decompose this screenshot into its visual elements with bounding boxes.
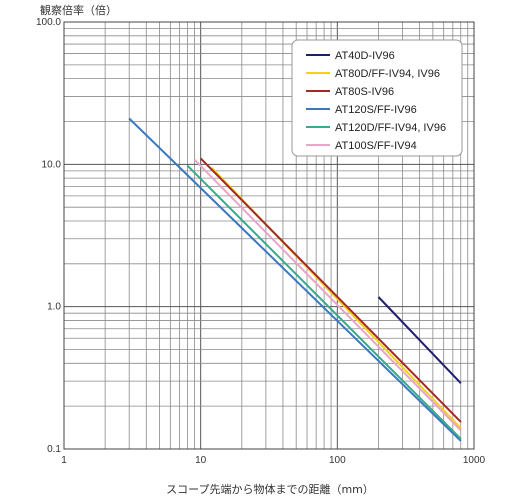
legend-label: AT80S-IV96 bbox=[335, 86, 394, 98]
y-tick-label: 10.0 bbox=[42, 159, 62, 170]
y-axis-title: 観察倍率（倍） bbox=[40, 3, 117, 17]
grid bbox=[63, 22, 474, 450]
x-tick-label: 1 bbox=[61, 455, 67, 466]
legend-label: AT120S/FF-IV96 bbox=[335, 104, 417, 116]
series-line bbox=[377, 296, 462, 384]
series-line bbox=[186, 164, 462, 440]
legend-label: AT40D-IV96 bbox=[335, 50, 395, 62]
plot-frame bbox=[63, 21, 475, 450]
x-tick-label: 10 bbox=[195, 455, 207, 466]
legend-box bbox=[291, 39, 463, 157]
y-tick-label: 0.1 bbox=[47, 444, 61, 455]
y-tick-label: 100.0 bbox=[36, 17, 61, 28]
y-tick-labels: 0.1 1.0 10.0 100.0 bbox=[36, 17, 61, 455]
series-line bbox=[199, 157, 462, 423]
x-tick-label: 100 bbox=[329, 455, 346, 466]
series-layer bbox=[128, 117, 462, 442]
legend-label: AT120D/FF-IV94, IV96 bbox=[335, 122, 446, 134]
x-tick-labels: 1 10 100 1000 bbox=[61, 455, 485, 466]
legend: AT40D-IV96 AT80D/FF-IV94, IV96 AT80S-IV96 A… bbox=[291, 39, 463, 157]
legend-label: AT100S/FF-IV94 bbox=[335, 140, 417, 152]
legend-label: AT80D/FF-IV94, IV96 bbox=[335, 68, 440, 80]
series-line bbox=[128, 117, 462, 442]
series-line bbox=[193, 158, 462, 432]
x-axis-title: スコープ先端から物体までの距離（mm） bbox=[166, 482, 374, 496]
x-tick-label: 1000 bbox=[463, 455, 486, 466]
y-tick-label: 1.0 bbox=[47, 302, 61, 313]
